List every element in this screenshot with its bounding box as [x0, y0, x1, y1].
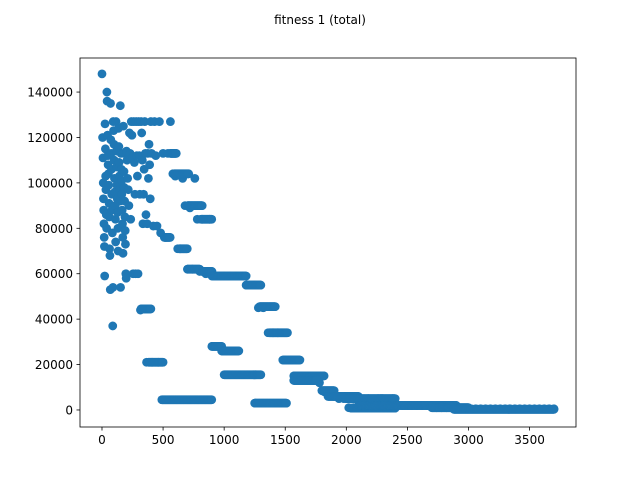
data-point	[207, 214, 217, 224]
data-point	[241, 271, 251, 281]
data-point	[117, 205, 127, 215]
data-point	[234, 346, 244, 356]
data-point	[118, 248, 128, 258]
x-tick-label: 1500	[270, 433, 301, 447]
data-point	[102, 87, 112, 97]
x-tick-label: 3500	[514, 433, 545, 447]
data-point	[115, 101, 125, 111]
data-point	[117, 189, 127, 199]
data-point	[549, 404, 559, 414]
data-point	[121, 239, 130, 249]
data-point	[140, 117, 150, 126]
data-point	[123, 185, 133, 195]
x-tick-label: 3000	[453, 433, 484, 447]
data-point	[123, 173, 133, 183]
data-point	[120, 226, 130, 235]
data-point	[124, 201, 134, 211]
y-axis: 0 20000 40000 60000 80000 100000 120000 140000	[27, 86, 80, 417]
data-point	[137, 155, 147, 165]
y-tick-label: 0	[65, 403, 73, 417]
data-point	[118, 121, 128, 131]
data-point	[100, 119, 110, 129]
data-point	[105, 244, 114, 254]
data-point	[133, 269, 143, 279]
data-point	[119, 167, 129, 176]
data-point	[319, 371, 329, 381]
data-point	[171, 148, 181, 158]
y-tick-label: 100000	[27, 176, 73, 190]
data-point	[144, 173, 153, 183]
data-point	[152, 221, 162, 231]
y-tick-label: 80000	[35, 222, 73, 236]
data-point	[104, 180, 114, 190]
x-tick-label: 2000	[331, 433, 362, 447]
data-point	[282, 398, 291, 408]
data-point	[108, 282, 118, 292]
data-point	[126, 214, 136, 224]
data-point	[146, 304, 156, 314]
x-tick-label: 2500	[392, 433, 423, 447]
data-point	[137, 128, 147, 138]
data-point	[207, 395, 217, 405]
data-point	[114, 158, 124, 167]
data-point	[166, 117, 175, 126]
data-point	[283, 328, 292, 338]
y-tick-label: 140000	[27, 86, 73, 100]
data-point	[105, 251, 115, 260]
data-point	[118, 219, 127, 229]
data-point	[133, 171, 142, 181]
data-point	[139, 189, 148, 199]
data-point	[97, 69, 107, 79]
data-point	[106, 99, 115, 108]
data-point	[270, 302, 280, 312]
data-point	[100, 271, 110, 281]
data-point	[141, 210, 151, 220]
data-point	[155, 117, 164, 126]
x-tick-label: 0	[98, 433, 106, 447]
y-tick-label: 60000	[35, 267, 73, 281]
x-tick-label: 500	[152, 433, 175, 447]
data-point	[144, 139, 154, 149]
data-point	[165, 232, 175, 242]
data-point	[182, 244, 192, 254]
data-point	[256, 280, 266, 290]
data-point	[108, 321, 118, 331]
data-point	[256, 370, 266, 380]
data-point	[99, 232, 109, 242]
data-point	[145, 194, 155, 204]
data-point	[390, 394, 400, 404]
data-point	[118, 232, 128, 242]
chart-title: fitness 1 (total)	[274, 13, 366, 27]
data-point	[312, 376, 322, 385]
plot-frame	[79, 57, 577, 428]
y-tick-label: 120000	[27, 131, 73, 145]
data-point	[151, 151, 161, 161]
points-layer	[97, 69, 559, 414]
data-point	[129, 158, 139, 167]
x-tick-label: 1000	[209, 433, 240, 447]
y-tick-label: 20000	[35, 358, 73, 372]
data-point	[190, 173, 200, 183]
data-point	[127, 130, 137, 140]
data-point	[145, 160, 155, 170]
y-tick-label: 40000	[35, 313, 73, 327]
data-point	[184, 169, 194, 179]
data-point	[158, 357, 168, 367]
x-axis: 0 500 1000 1500 2000 2500 3000 3500	[98, 427, 545, 447]
data-point	[295, 355, 305, 365]
data-point	[121, 273, 131, 283]
data-point	[114, 142, 124, 151]
data-point	[111, 214, 120, 224]
data-point	[116, 282, 125, 292]
data-point	[111, 237, 121, 247]
data-point	[197, 201, 207, 211]
data-point	[111, 117, 121, 126]
